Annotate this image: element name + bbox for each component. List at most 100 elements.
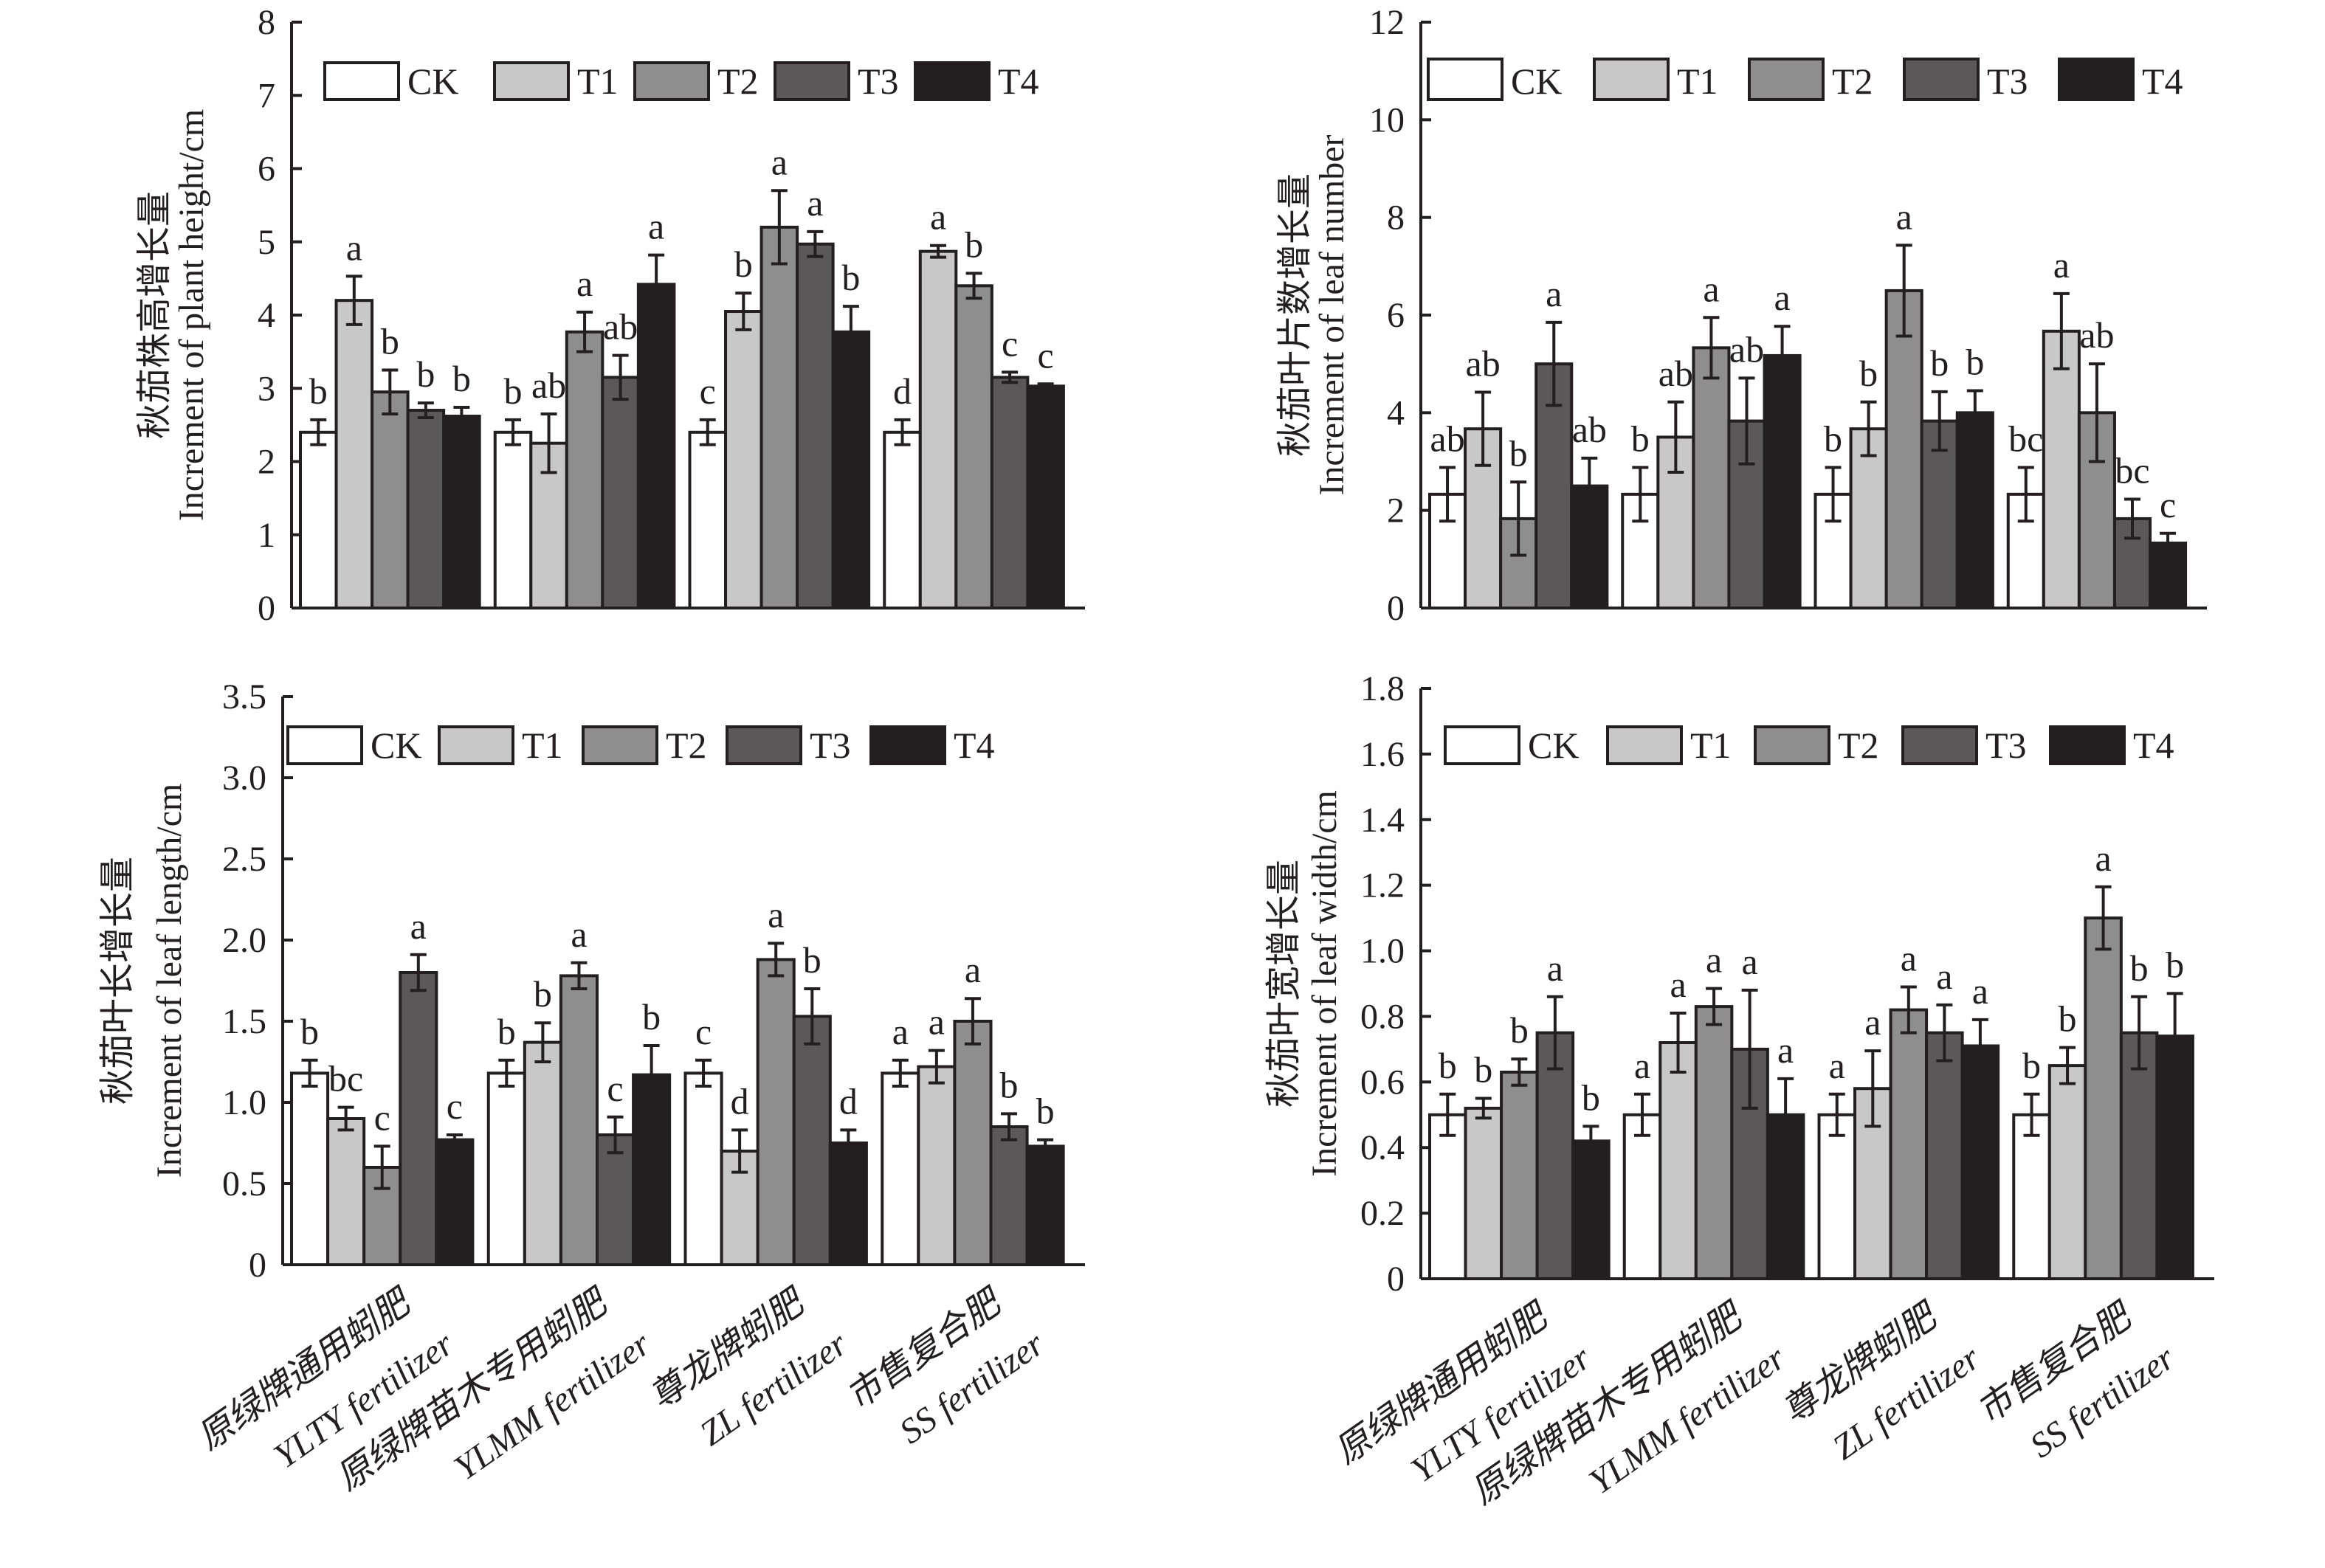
significance-letter: d bbox=[893, 370, 912, 412]
y-tick-label: 1.2 bbox=[1360, 866, 1405, 905]
y-tick-label: 4 bbox=[1387, 393, 1405, 432]
bar-t2 bbox=[371, 390, 410, 610]
significance-letter: a bbox=[648, 206, 664, 247]
significance-letter: a bbox=[410, 905, 427, 947]
legend-swatch-t1 bbox=[438, 725, 514, 765]
y-tick-label: 5 bbox=[258, 223, 275, 262]
y-axis-title: Increment of leaf number bbox=[1312, 134, 1351, 495]
significance-letter: ab bbox=[1729, 328, 1764, 370]
y-tick-label: 1.0 bbox=[222, 1083, 266, 1122]
legend-label: T3 bbox=[1985, 725, 2027, 766]
bar-ck bbox=[1817, 1113, 1857, 1281]
bar-t3 bbox=[989, 1125, 1029, 1266]
significance-letter: a bbox=[929, 1001, 945, 1043]
legend-swatch-t3 bbox=[726, 725, 802, 765]
y-tick-label: 1.6 bbox=[1360, 735, 1405, 774]
bar-t3 bbox=[796, 242, 835, 609]
significance-letter: a bbox=[1546, 273, 1562, 314]
bar-ck bbox=[2012, 1113, 2051, 1281]
legend-label: T2 bbox=[1838, 725, 1879, 766]
bar-t4 bbox=[435, 1138, 475, 1266]
bar-ck bbox=[1622, 1113, 1662, 1281]
significance-letter: b bbox=[841, 257, 860, 298]
bar-t2 bbox=[1694, 1005, 1734, 1280]
y-tick-label: 0 bbox=[1387, 589, 1405, 628]
y-tick-label: 3.5 bbox=[222, 677, 266, 716]
significance-letter: a bbox=[768, 894, 784, 935]
significance-letter: a bbox=[1829, 1045, 1845, 1086]
significance-letter: b bbox=[642, 996, 661, 1037]
legend-label: T1 bbox=[577, 61, 619, 102]
legend-swatch-ck bbox=[1427, 58, 1504, 101]
bar-t3 bbox=[792, 1015, 832, 1267]
significance-letter: b bbox=[497, 1011, 516, 1052]
significance-letter: b bbox=[2022, 1045, 2041, 1086]
y-tick-label: 6 bbox=[258, 150, 275, 189]
significance-letter: b bbox=[1859, 353, 1878, 394]
significance-letter: a bbox=[346, 227, 362, 268]
significance-letter: c bbox=[2160, 484, 2176, 525]
significance-letter: c bbox=[1002, 322, 1018, 364]
y-axis-title-cn: 秋茄株高增长量 bbox=[135, 191, 174, 439]
bar-t4 bbox=[1571, 1139, 1611, 1281]
significance-letter: a bbox=[1864, 1001, 1881, 1043]
y-tick-label: 0 bbox=[249, 1246, 266, 1285]
y-tick-label: 10 bbox=[1369, 100, 1405, 139]
legend-label: T4 bbox=[2133, 725, 2174, 766]
y-axis-title: Increment of plant height/cm bbox=[172, 109, 211, 521]
significance-letter: ab bbox=[531, 365, 566, 406]
y-axis-title: Increment of leaf width/cm bbox=[1305, 790, 1344, 1177]
y-tick-label: 0 bbox=[1387, 1260, 1405, 1299]
bar-t2 bbox=[565, 330, 604, 609]
y-tick-label: 0.8 bbox=[1360, 997, 1405, 1036]
bar-t1 bbox=[326, 1117, 366, 1266]
bar-t4 bbox=[1763, 353, 1802, 609]
bar-t2 bbox=[1884, 289, 1923, 609]
y-tick-label: 0.2 bbox=[1360, 1194, 1405, 1233]
significance-letter: b bbox=[534, 973, 552, 1015]
significance-letter: a bbox=[1972, 970, 1988, 1012]
significance-letter: a bbox=[965, 949, 981, 990]
bar-t4 bbox=[828, 1142, 868, 1266]
significance-letter: c bbox=[700, 370, 716, 412]
bar-t2 bbox=[2084, 916, 2123, 1280]
legend-label: CK bbox=[407, 61, 458, 102]
chart-panel-bottom-right: 0 0.2 0.4 0.6 0.8 1.0 1.2 1.4 1.6 1.8 Increment of… bbox=[1264, 669, 2214, 1513]
significance-letter: a bbox=[1774, 277, 1790, 318]
significance-letter: ab bbox=[1572, 409, 1607, 450]
significance-letter: c bbox=[695, 1011, 712, 1052]
significance-letter: bc bbox=[328, 1058, 363, 1099]
significance-letter: a bbox=[771, 141, 788, 182]
significance-letter: b bbox=[1510, 1009, 1529, 1051]
bar-ck bbox=[290, 1071, 330, 1267]
bar-t3 bbox=[990, 376, 1030, 609]
significance-letter: c bbox=[374, 1096, 390, 1138]
legend-label: T4 bbox=[998, 61, 1039, 102]
legend-label: T4 bbox=[954, 725, 995, 766]
bar-t1 bbox=[917, 1065, 957, 1266]
bar-t1 bbox=[724, 310, 763, 609]
bar-t2 bbox=[1889, 1008, 1929, 1280]
significance-letter: b bbox=[2059, 998, 2077, 1040]
legend-swatch-t2 bbox=[633, 61, 710, 101]
significance-letter: d bbox=[839, 1080, 858, 1122]
y-tick-label: 1.5 bbox=[222, 1002, 266, 1041]
bar-t2 bbox=[1500, 1071, 1539, 1280]
y-tick-label: 0.4 bbox=[1360, 1128, 1405, 1167]
legend-swatch-t4 bbox=[2058, 58, 2135, 101]
legend-label: CK bbox=[371, 725, 421, 766]
significance-letter: ab bbox=[1466, 343, 1501, 384]
significance-letter: a bbox=[1670, 964, 1686, 1005]
y-axis-title-cn: 秋茄叶长增长量 bbox=[98, 857, 137, 1105]
bar-t1 bbox=[1658, 1041, 1698, 1280]
significance-letter: b bbox=[1439, 1045, 1457, 1086]
y-tick-label: 0 bbox=[258, 589, 275, 628]
legend-label: T1 bbox=[522, 725, 563, 766]
legend-label: T3 bbox=[810, 725, 851, 766]
bar-t3 bbox=[399, 971, 438, 1266]
bar-t1 bbox=[334, 299, 374, 609]
significance-letter: a bbox=[892, 1011, 909, 1052]
y-tick-label: 3 bbox=[258, 369, 275, 408]
chart-panel-top-right: 0 2 4 6 8 10 12 Increment of leaf number秋茄叶片数增长… bbox=[1275, 3, 2207, 628]
